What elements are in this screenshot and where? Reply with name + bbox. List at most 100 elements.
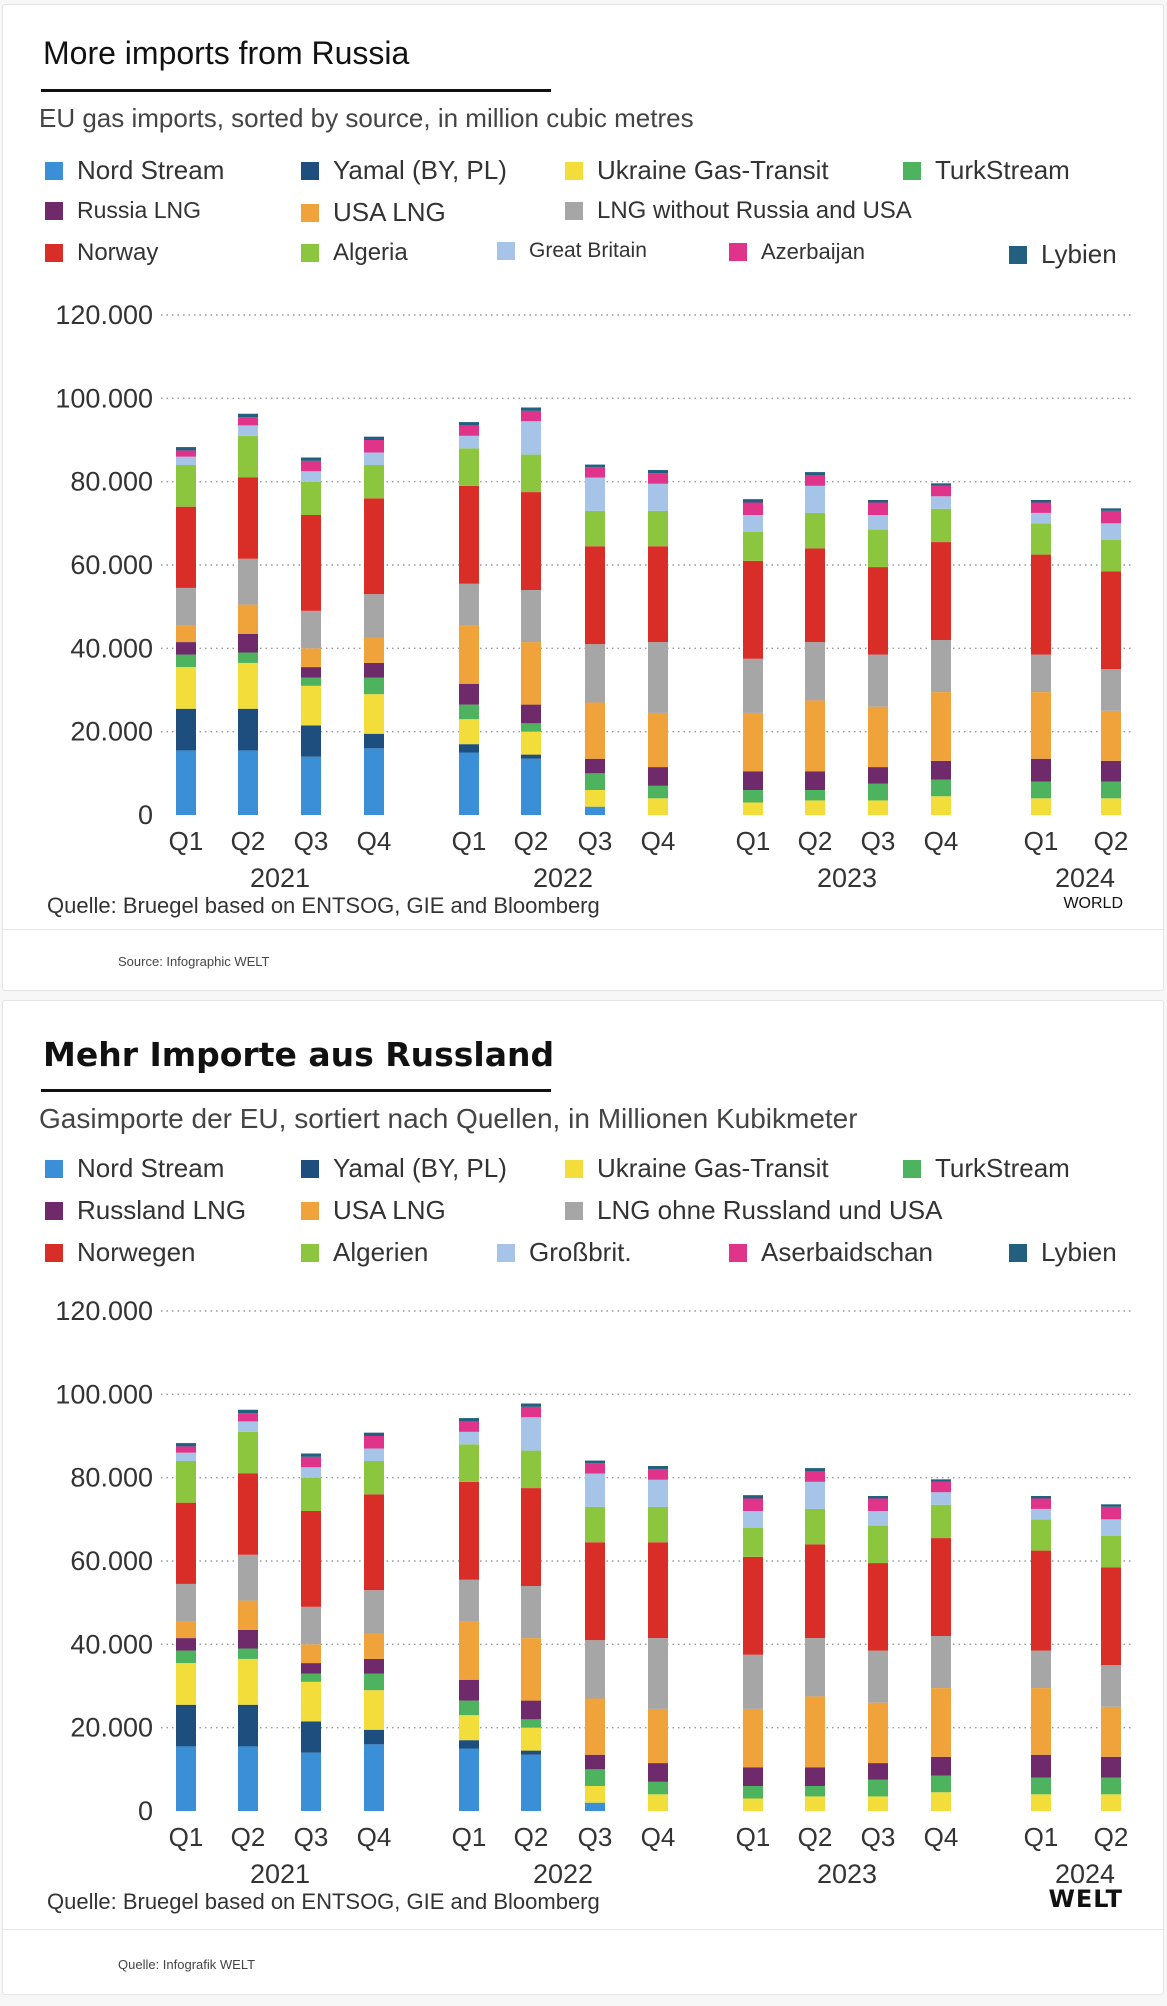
bar-segment-algeria: [459, 448, 479, 486]
bar-segment-lng-other: [364, 1590, 384, 1634]
bar-segment-azerbaijan: [1031, 1498, 1051, 1509]
bar-segment-usa-lng: [648, 712, 668, 768]
bar-segment-norway: [648, 1542, 668, 1639]
bar-segment-turkstream: [931, 1775, 951, 1793]
bar-segment-usa-lng: [521, 1638, 541, 1701]
bar-segment-norway: [931, 542, 951, 640]
x-tick-label: Q4: [357, 826, 392, 856]
x-tick-label: Q2: [231, 1822, 266, 1852]
y-tick-label: 20.000: [70, 717, 153, 747]
bar-segment-norway: [238, 477, 258, 559]
legend-item-lng-other: LNG ohne Russland und USA: [565, 1195, 942, 1226]
y-tick-label: 60.000: [70, 550, 153, 580]
bar-segment-ukraine: [868, 1796, 888, 1811]
bar-segment-libya: [931, 483, 951, 486]
bar-segment-ukraine: [521, 731, 541, 755]
bar-segment-ukraine: [648, 798, 668, 815]
x-tick-label: Q3: [861, 1822, 896, 1852]
bar-segment-turkstream: [805, 1786, 825, 1797]
bar-stack: [1031, 1496, 1051, 1811]
x-tick-label: Q4: [924, 1822, 959, 1852]
bar-segment-russia-lng: [1031, 758, 1051, 782]
bar-segment-libya: [1031, 500, 1051, 503]
bar-segment-usa-lng: [585, 702, 605, 759]
year-label: 2024: [1055, 1859, 1115, 1889]
legend-swatch: [45, 201, 63, 220]
bar-segment-nord-stream: [585, 1802, 605, 1811]
bar-segment-libya: [585, 464, 605, 468]
bar-segment-lng-other: [176, 1583, 196, 1622]
bar-segment-usa-lng: [1101, 710, 1121, 761]
bar-segment-lng-other: [743, 1654, 763, 1709]
bar-segment-usa-lng: [364, 1633, 384, 1659]
bar-segment-russia-lng: [743, 771, 763, 790]
legend-swatch: [903, 1159, 921, 1178]
x-tick-label: Q4: [357, 1822, 392, 1852]
legend-swatch: [1009, 245, 1027, 264]
bar-segment-libya: [868, 1496, 888, 1499]
bar-segment-yamal: [521, 754, 541, 759]
chart-title: Mehr Importe aus Russland: [43, 1035, 555, 1074]
bar-segment-great-britain: [1031, 1508, 1051, 1520]
bar-stack: [1101, 508, 1121, 815]
bar-segment-great-britain: [648, 483, 668, 511]
legend-label: Algeria: [333, 239, 408, 266]
chart-title: More imports from Russia: [43, 35, 410, 71]
bar-stack: [743, 499, 763, 815]
legend-label: Lybien: [1041, 1237, 1117, 1267]
bar-segment-algeria: [176, 1461, 196, 1503]
bar-segment-turkstream: [364, 677, 384, 695]
bar-segment-algeria: [743, 531, 763, 561]
bar-segment-algeria: [868, 529, 888, 568]
bar-stack: [805, 1468, 825, 1811]
bar-stack: [585, 1460, 605, 1811]
bar-segment-turkstream: [648, 1781, 668, 1795]
y-tick-label: 20.000: [70, 1713, 153, 1743]
legend-item-algeria: Algerien: [301, 1237, 428, 1268]
bar-stack: [585, 464, 605, 815]
legend-swatch: [301, 1159, 319, 1178]
year-label: 2024: [1055, 863, 1115, 893]
bar-segment-turkstream: [1101, 781, 1121, 799]
bar-stack: [459, 422, 479, 815]
bar-segment-usa-lng: [585, 1698, 605, 1755]
legend-item-russia-lng: Russia LNG: [45, 197, 201, 224]
bar-segment-algeria: [1031, 1519, 1051, 1551]
legend-swatch: [565, 1201, 583, 1220]
bar-segment-lng-other: [521, 1586, 541, 1639]
bar-stack: [364, 436, 384, 815]
bar-stack: [301, 1453, 321, 1811]
bar-segment-libya: [1101, 1504, 1121, 1507]
bar-stack: [805, 472, 825, 815]
bar-segment-norway: [521, 1488, 541, 1586]
bar-segment-norway: [743, 1556, 763, 1655]
bar-segment-ukraine: [1101, 798, 1121, 815]
legend-label: Ukraine Gas-Transit: [597, 1153, 829, 1183]
bar-segment-lng-other: [238, 558, 258, 605]
bar-segment-azerbaijan: [931, 485, 951, 497]
bar-segment-norway: [805, 548, 825, 643]
infographic-credit: Quelle: Infografik WELT: [118, 1957, 256, 1972]
bar-segment-lng-other: [1101, 669, 1121, 711]
bar-segment-norway: [805, 1544, 825, 1639]
bar-segment-ukraine: [805, 1796, 825, 1811]
bar-segment-azerbaijan: [585, 467, 605, 478]
bar-segment-yamal: [364, 733, 384, 749]
legend-swatch: [1009, 1243, 1027, 1262]
bar-segment-algeria: [176, 465, 196, 507]
bar-segment-norway: [1031, 554, 1051, 655]
bar-segment-lng-other: [585, 644, 605, 703]
bar-segment-lng-other: [301, 1606, 321, 1645]
bar-segment-azerbaijan: [868, 1498, 888, 1511]
bar-segment-azerbaijan: [931, 1481, 951, 1493]
bar-segment-usa-lng: [176, 625, 196, 643]
bar-segment-great-britain: [521, 1417, 541, 1451]
legend-label: LNG without Russia and USA: [597, 197, 912, 224]
bar-segment-great-britain: [459, 1431, 479, 1445]
bar-segment-algeria: [238, 435, 258, 478]
bar-segment-norway: [459, 485, 479, 584]
legend-item-libya: Lybien: [1009, 239, 1117, 270]
bar-segment-algeria: [1101, 1536, 1121, 1568]
bar-segment-libya: [743, 499, 763, 503]
bar-segment-turkstream: [868, 1779, 888, 1797]
